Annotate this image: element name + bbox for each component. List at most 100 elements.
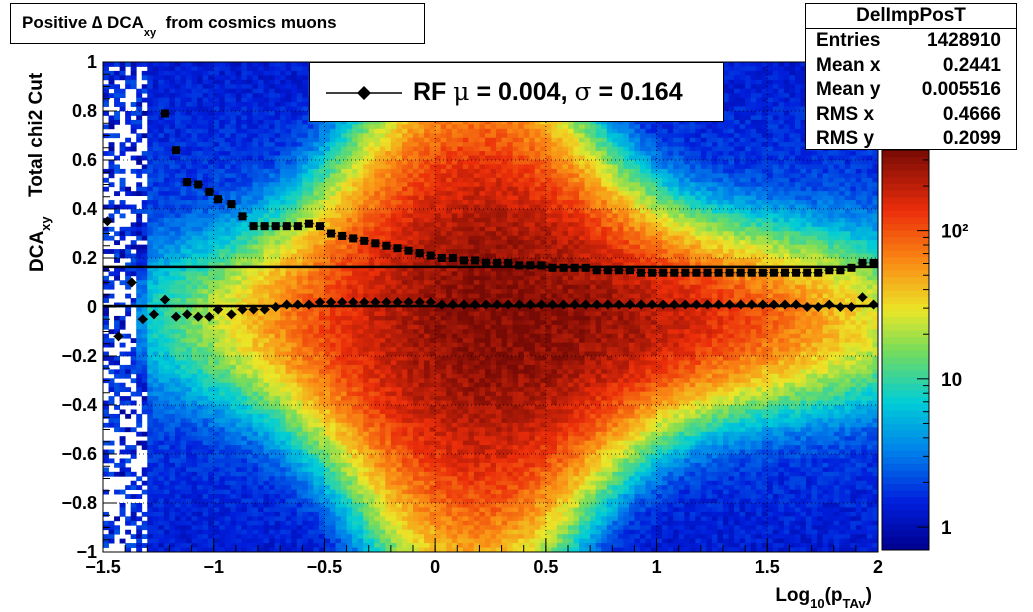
heatmap-cell bbox=[246, 168, 253, 174]
heatmap-cell bbox=[147, 262, 154, 268]
heatmap-cell bbox=[219, 356, 226, 361]
heatmap-cell bbox=[280, 369, 287, 375]
heatmap-cell bbox=[174, 200, 181, 205]
heatmap-cell bbox=[341, 142, 347, 148]
heatmap-cell bbox=[258, 529, 264, 535]
heatmap-cell bbox=[363, 462, 370, 468]
heatmap-cell bbox=[186, 520, 192, 526]
heatmap-cell bbox=[307, 454, 314, 459]
heatmap-cell bbox=[186, 200, 192, 205]
heatmap-cell bbox=[163, 168, 170, 174]
heatmap-cell bbox=[191, 320, 198, 326]
heatmap-cell bbox=[202, 454, 209, 459]
heatmap-cell bbox=[291, 485, 298, 491]
heatmap-cell bbox=[313, 329, 320, 335]
heatmap-cell bbox=[163, 315, 170, 321]
heatmap-cell bbox=[313, 155, 320, 161]
heatmap-cell bbox=[263, 204, 270, 210]
heatmap-cell bbox=[152, 445, 159, 450]
heatmap-cell bbox=[285, 209, 292, 214]
heatmap-cell bbox=[269, 275, 276, 281]
heatmap-cell bbox=[230, 173, 237, 179]
heatmap-cell bbox=[235, 462, 242, 468]
heatmap-cell bbox=[213, 84, 220, 90]
heatmap-cell bbox=[191, 177, 198, 183]
heatmap-cell bbox=[230, 164, 237, 170]
heatmap-cell bbox=[103, 124, 109, 130]
heatmap-cell bbox=[346, 485, 353, 491]
heatmap-cell bbox=[280, 529, 287, 535]
heatmap-cell bbox=[235, 119, 242, 125]
heatmap-cell bbox=[186, 253, 192, 259]
heatmap-cell bbox=[318, 217, 325, 223]
heatmap-cell bbox=[246, 66, 253, 72]
heatmap-cell bbox=[186, 307, 192, 312]
heatmap-cell bbox=[335, 213, 342, 219]
heatmap-cell bbox=[368, 467, 375, 473]
heatmap-cell bbox=[246, 298, 253, 303]
heatmap-cell bbox=[263, 333, 270, 339]
heatmap-cell bbox=[174, 333, 181, 339]
heatmap-cell bbox=[368, 338, 375, 344]
heatmap-cell bbox=[291, 93, 298, 99]
heatmap-cell bbox=[363, 258, 370, 263]
heatmap-cell bbox=[213, 333, 220, 339]
heatmap-cell bbox=[169, 195, 176, 201]
heatmap-cell bbox=[108, 226, 115, 232]
heatmap-cell bbox=[291, 84, 298, 90]
heatmap-cell bbox=[318, 418, 325, 424]
heatmap-cell bbox=[263, 387, 270, 393]
heatmap-cell bbox=[186, 102, 192, 107]
heatmap-cell bbox=[147, 133, 154, 139]
heatmap-cell bbox=[235, 240, 242, 246]
heatmap-cell bbox=[235, 155, 242, 161]
heatmap-cell bbox=[263, 422, 270, 428]
heatmap-cell bbox=[346, 298, 353, 303]
heatmap-cell bbox=[147, 124, 154, 130]
heatmap-cell bbox=[307, 160, 314, 165]
heatmap-cell bbox=[213, 146, 220, 152]
heatmap-cell bbox=[202, 79, 209, 85]
heatmap-cell bbox=[307, 289, 314, 295]
heatmap-cell bbox=[274, 293, 281, 299]
heatmap-cell bbox=[169, 356, 176, 361]
heatmap-cell bbox=[363, 440, 370, 446]
heatmap-cell bbox=[307, 373, 314, 379]
heatmap-cell bbox=[368, 124, 375, 130]
heatmap-cell bbox=[296, 547, 303, 553]
heatmap-cell bbox=[224, 226, 231, 232]
heatmap-cell bbox=[103, 333, 109, 339]
heatmap-cell bbox=[136, 324, 143, 330]
heatmap-cell bbox=[213, 476, 220, 482]
heatmap-cell bbox=[241, 364, 248, 370]
heatmap-cell bbox=[329, 168, 336, 174]
heatmap-cell bbox=[219, 445, 226, 450]
heatmap-cell bbox=[136, 93, 143, 99]
heatmap-cell bbox=[180, 525, 187, 531]
heatmap-cell bbox=[119, 66, 126, 72]
heatmap-cell bbox=[346, 133, 353, 139]
heatmap-cell bbox=[119, 440, 126, 446]
heatmap-cell bbox=[252, 168, 259, 174]
heatmap-cell bbox=[246, 360, 253, 366]
heatmap-cell bbox=[224, 418, 231, 424]
heatmap-cell bbox=[307, 177, 314, 183]
heatmap-cell bbox=[246, 111, 253, 116]
heatmap-cell bbox=[335, 507, 342, 513]
heatmap-cell bbox=[152, 440, 159, 446]
heatmap-cell bbox=[219, 133, 226, 139]
heatmap-cell bbox=[285, 396, 292, 401]
heatmap-cell bbox=[280, 133, 287, 139]
heatmap-cell bbox=[357, 186, 364, 192]
heatmap-cell bbox=[263, 137, 270, 143]
heatmap-cell bbox=[191, 369, 198, 375]
heatmap-cell bbox=[147, 440, 154, 446]
heatmap-cell bbox=[141, 289, 148, 295]
heatmap-cell bbox=[191, 111, 198, 116]
heatmap-cell bbox=[174, 70, 181, 76]
heatmap-cell bbox=[103, 320, 109, 326]
heatmap-cell bbox=[163, 62, 170, 67]
heatmap-cell bbox=[246, 88, 253, 94]
heatmap-cell bbox=[147, 226, 154, 232]
heatmap-cell bbox=[368, 396, 375, 401]
